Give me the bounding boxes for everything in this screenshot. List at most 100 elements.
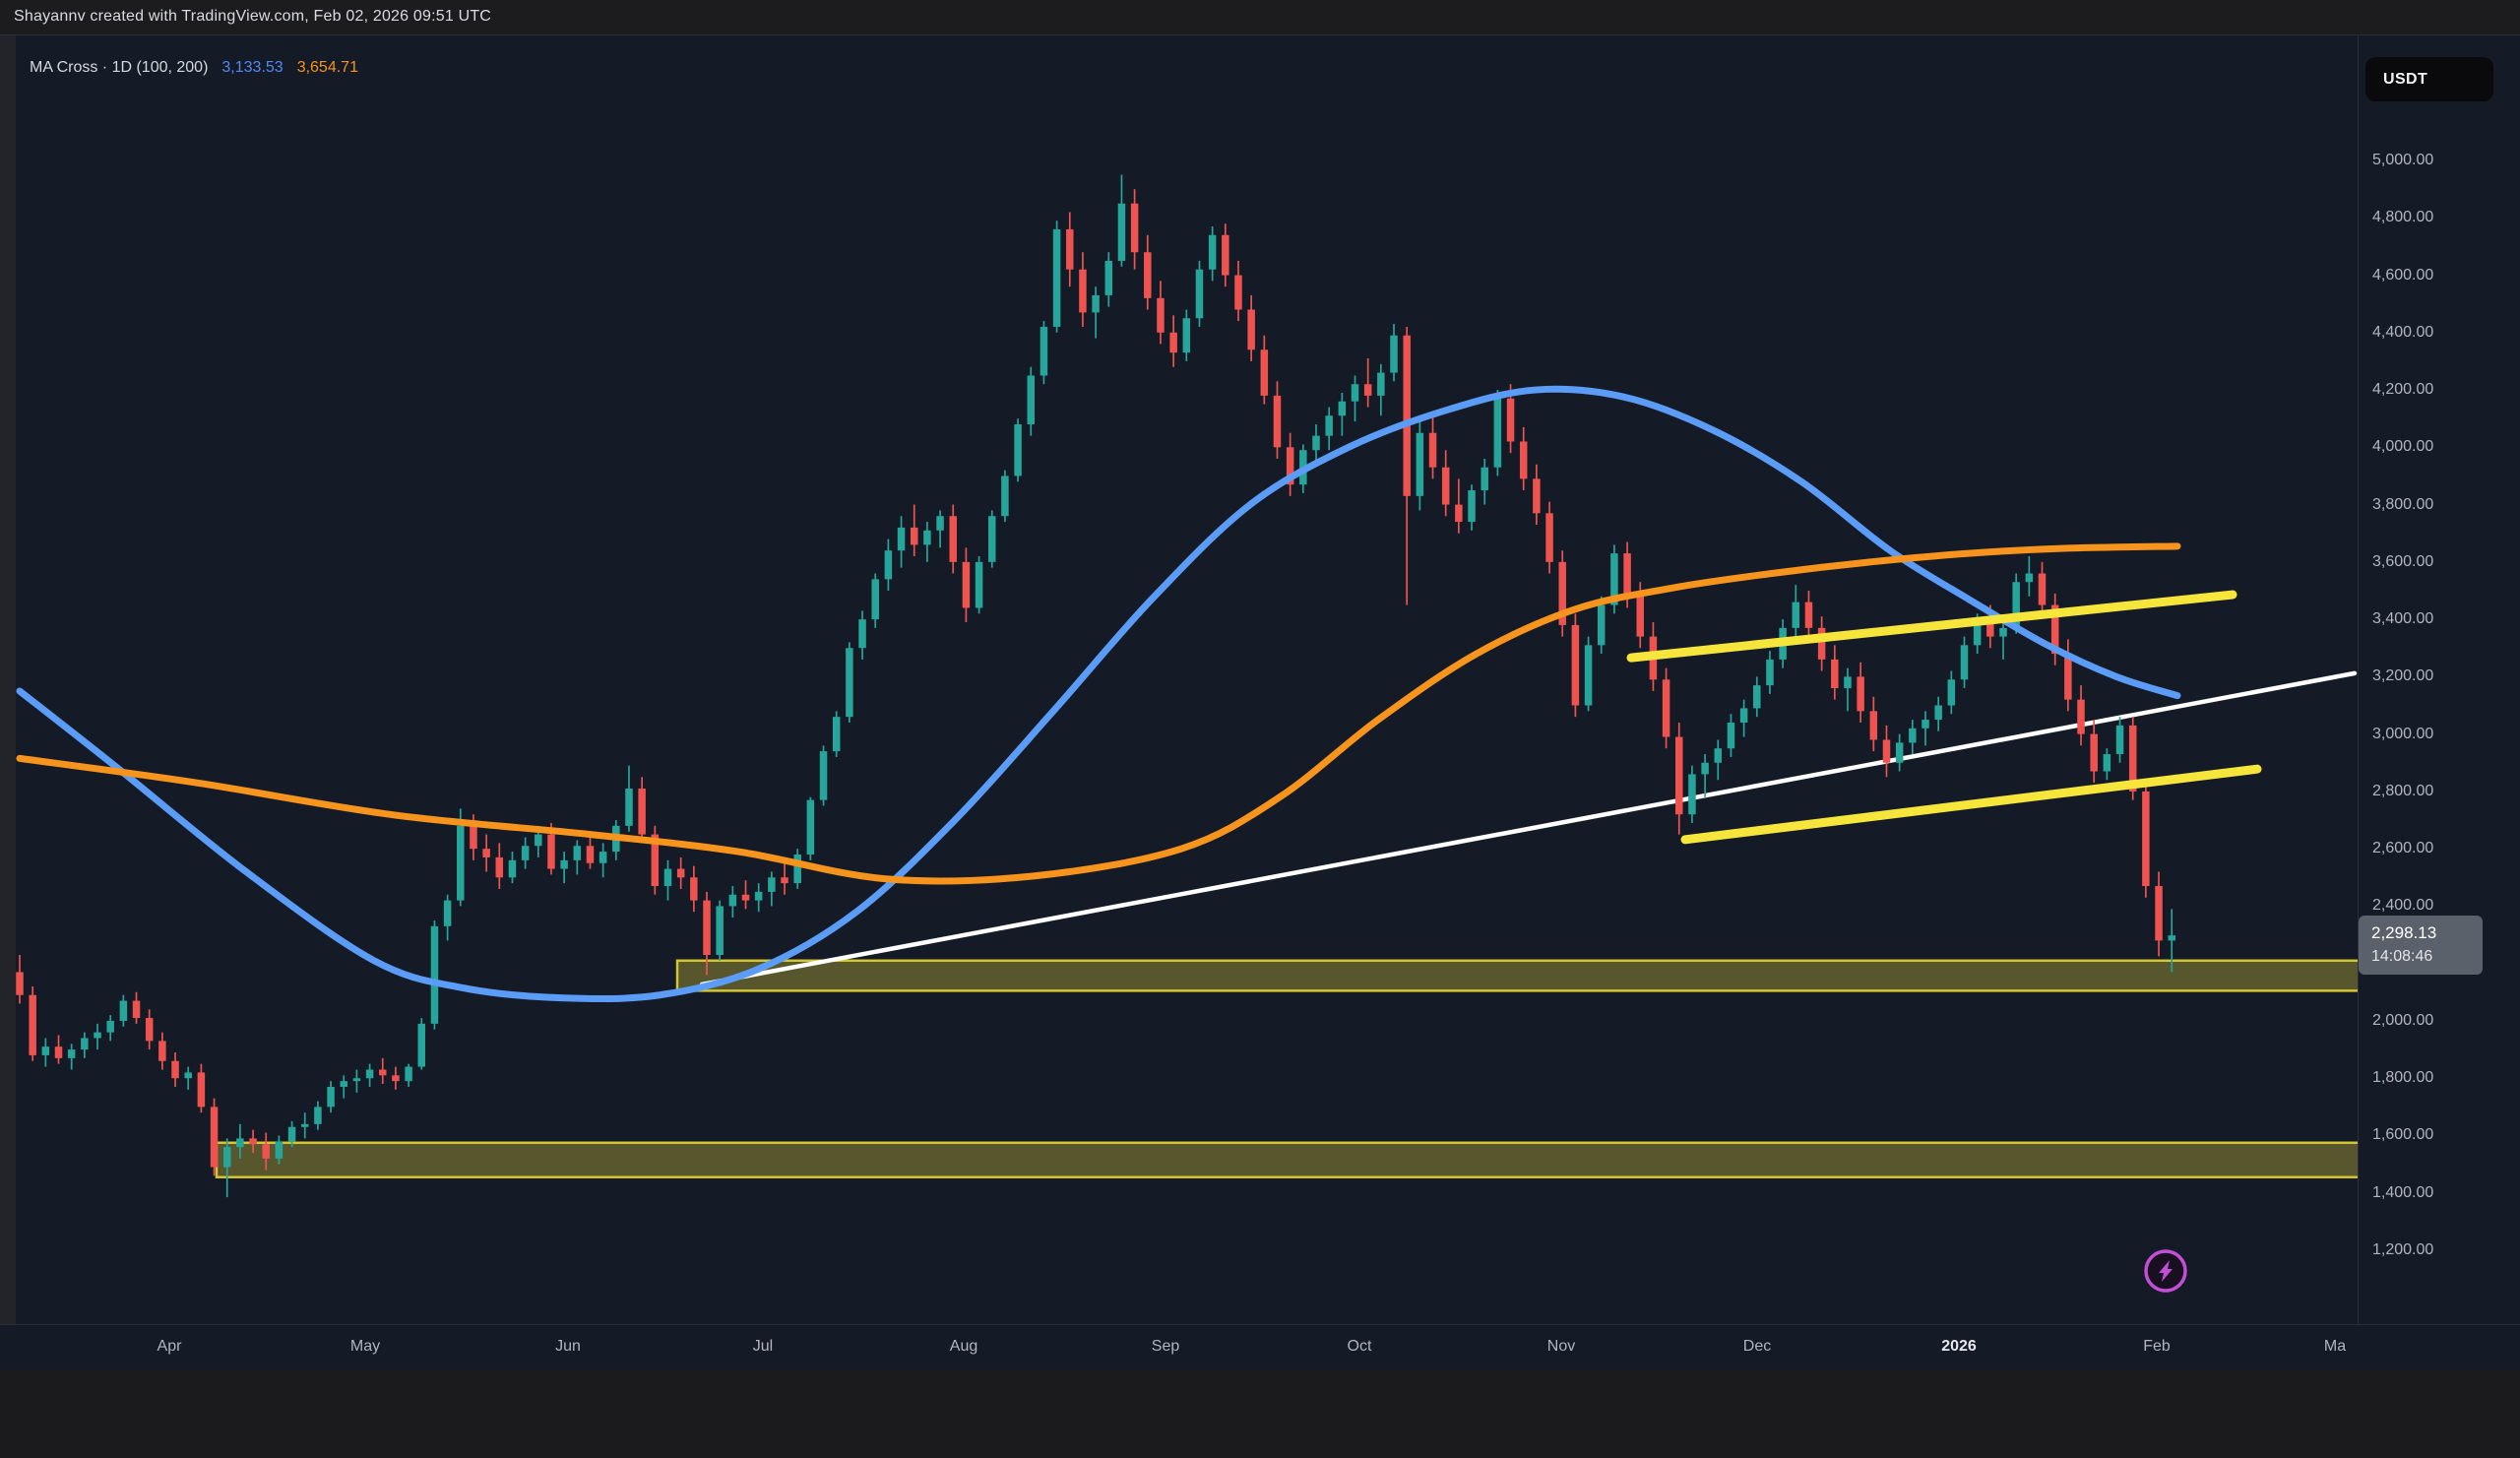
candle-body — [275, 1141, 284, 1159]
candle-body — [41, 1046, 50, 1055]
candle-body — [988, 516, 996, 562]
candle-body — [1922, 720, 1929, 729]
candle-body — [327, 1086, 335, 1108]
time-tick-label: Aug — [949, 1338, 978, 1355]
candle-body — [832, 717, 841, 752]
candle-body — [94, 1032, 101, 1039]
candle-body — [1014, 424, 1022, 476]
candle-body — [1027, 375, 1036, 425]
candle-body — [171, 1060, 179, 1079]
candle-body — [625, 788, 633, 826]
candle-body — [132, 1000, 141, 1019]
candle-body — [949, 516, 957, 562]
candle-body — [1973, 622, 1982, 646]
candle-body — [676, 868, 685, 878]
candle-body — [1416, 432, 1424, 496]
candlestick-chart-canvas[interactable] — [0, 35, 2422, 1324]
candle-body — [1157, 297, 1165, 333]
price-tick-label: 4,200.00 — [2372, 381, 2434, 399]
chart-plot-area[interactable] — [0, 35, 2520, 1324]
candle-body — [535, 834, 542, 847]
candle-body — [106, 1020, 114, 1033]
ma-line-100[interactable] — [16, 385, 2181, 1003]
price-tick-label: 5,000.00 — [2372, 152, 2434, 168]
candle-body — [1739, 708, 1748, 723]
candle-body — [1895, 742, 1904, 763]
candle-body — [858, 619, 866, 649]
candle-body — [1247, 309, 1255, 350]
price-tick-label: 1,200.00 — [2372, 1241, 2434, 1259]
candle-body — [1363, 384, 1372, 396]
candle-body — [728, 894, 737, 907]
candle-body — [663, 868, 672, 887]
candle-body — [1182, 318, 1191, 353]
candle-body — [962, 561, 971, 608]
candle-body — [365, 1069, 374, 1079]
candle-body — [1377, 372, 1385, 396]
candle-body — [1052, 228, 1061, 327]
candle-body — [158, 1041, 166, 1061]
time-tick-label: 2026 — [1941, 1338, 1977, 1355]
candle-body — [482, 849, 490, 857]
candle-body — [1169, 332, 1177, 353]
time-tick-label: Dec — [1742, 1338, 1772, 1355]
candle-body — [781, 877, 788, 884]
candle-body — [443, 900, 452, 926]
candle-body — [1208, 234, 1217, 270]
candle-body — [1390, 335, 1398, 373]
candle-body — [910, 527, 918, 545]
price-tick-label: 2,600.00 — [2372, 840, 2434, 857]
indicator-legend[interactable]: MA Cross · 1D (100, 200) 3,133.53 3,654.… — [30, 59, 358, 77]
candle-body — [521, 846, 530, 860]
candle-body — [1636, 596, 1644, 637]
candle-body — [1040, 326, 1048, 376]
plot-left-margin — [0, 35, 16, 1370]
price-tick-label: 4,800.00 — [2372, 209, 2434, 226]
candle-body — [819, 751, 828, 800]
candle-body — [2155, 886, 2163, 941]
candle-body — [2038, 573, 2047, 605]
candle-body — [1817, 627, 1826, 660]
ma200-value: 3,654.71 — [296, 59, 358, 76]
candle-body — [1753, 685, 1761, 709]
candle-body — [586, 846, 595, 863]
channel-upper-yellow[interactable] — [1626, 590, 2237, 663]
indicator-title: MA Cross · 1D (100, 200) — [30, 59, 209, 76]
price-tick-label: 3,600.00 — [2372, 552, 2434, 570]
candle-body — [638, 788, 646, 835]
lightning-badge[interactable] — [2144, 1249, 2187, 1293]
candle-body — [1468, 490, 1476, 523]
candle-body — [1079, 269, 1087, 313]
candle-body — [1066, 228, 1074, 270]
candle-body — [1597, 604, 1606, 646]
candle-body — [1428, 432, 1437, 468]
channel-lower-yellow[interactable] — [1680, 764, 2262, 845]
bar-countdown: 14:08:46 — [2371, 948, 2433, 965]
candle-body — [1234, 275, 1242, 310]
price-tick-label: 1,400.00 — [2372, 1183, 2434, 1201]
quote-currency-button[interactable]: USDT — [2365, 57, 2493, 101]
candle-body — [975, 561, 983, 608]
ma-line-200[interactable] — [16, 542, 2181, 885]
price-scale[interactable]: 5,000.00 4,800.00 4,600.00 4,400.00 4,200.00… — [2358, 35, 2520, 1324]
candle-body — [936, 516, 944, 531]
last-price-badge: 2,298.13 14:08:46 — [2359, 916, 2483, 975]
candle-body — [1351, 384, 1359, 402]
candle-body — [2064, 654, 2072, 700]
candle-body — [1844, 676, 1852, 689]
candle-body — [1441, 467, 1450, 505]
candle-body — [1623, 553, 1631, 597]
candle-body — [1519, 441, 1528, 479]
candle-body — [1117, 203, 1126, 261]
time-tick-label: Oct — [1347, 1338, 1372, 1355]
candle-body — [1909, 728, 1917, 743]
candle-body — [1688, 774, 1696, 815]
candle-body — [54, 1046, 63, 1058]
candle-body — [806, 799, 815, 855]
candle-body — [29, 994, 36, 1055]
candle-body — [1545, 513, 1553, 562]
candle-body — [703, 900, 711, 955]
candle-body — [81, 1038, 89, 1050]
time-scale[interactable]: Apr May Jun Jul Aug Sep Oct Nov Dec 2026 Feb Ma — [0, 1324, 2520, 1370]
candle-body — [768, 877, 776, 892]
